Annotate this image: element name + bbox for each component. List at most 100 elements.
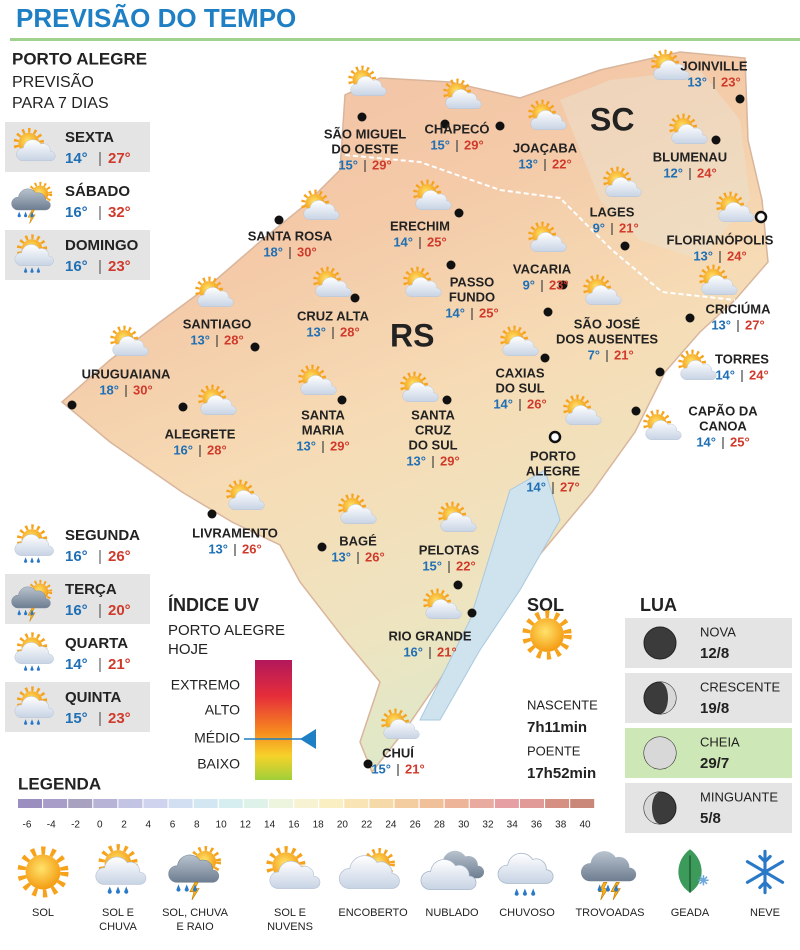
temp-max: 32° xyxy=(108,204,131,221)
scale-band xyxy=(193,799,218,808)
legend-title: LEGENDA xyxy=(18,774,101,793)
scale-band xyxy=(520,799,544,808)
temp-min: 13° xyxy=(687,74,707,89)
temp-min: 13° xyxy=(296,438,316,453)
temp-max: 29° xyxy=(440,453,460,468)
moon-date: 29/7 xyxy=(700,755,729,772)
temp-min: 14° xyxy=(65,150,88,167)
temp-max: 24° xyxy=(697,165,717,180)
temp-min: 13° xyxy=(518,156,538,171)
weather-icon xyxy=(745,849,785,895)
icon-label: SOL E xyxy=(274,907,306,919)
sunset-label: POENTE xyxy=(527,743,581,758)
city-name: FLORIANÓPOLIS xyxy=(667,232,774,247)
uv-pointer-head xyxy=(300,729,316,749)
moon-lit xyxy=(660,682,676,714)
city-name: DO SUL xyxy=(408,437,457,452)
city-marker xyxy=(711,135,721,145)
city-name: LIVRAMENTO xyxy=(192,525,278,540)
scale-band xyxy=(218,799,243,808)
temp-min: 13° xyxy=(331,549,351,564)
temp-max: 20° xyxy=(108,602,131,619)
temp-min: 9° xyxy=(523,277,535,292)
temp-max: 27° xyxy=(108,150,131,167)
city-marker xyxy=(655,367,665,377)
temp-max: 22° xyxy=(456,558,476,573)
temp-min: 16° xyxy=(65,602,88,619)
temp-max: 23° xyxy=(108,258,131,275)
temp-min: 15° xyxy=(371,761,391,776)
weather-icon xyxy=(269,849,320,888)
uv-level: BAIXO xyxy=(197,756,240,772)
city-name: MARIA xyxy=(302,422,345,437)
weather-icon xyxy=(96,847,146,894)
temp-max: 26° xyxy=(242,541,262,556)
uv-title: ÍNDICE UV xyxy=(168,594,259,615)
temp-min: 7° xyxy=(588,347,600,362)
temp-max: 24° xyxy=(749,367,769,382)
city-name: SANTA xyxy=(301,407,345,422)
scale-band xyxy=(243,799,268,808)
uv-subtitle: HOJE xyxy=(168,641,208,658)
temp-min: 12° xyxy=(663,165,683,180)
temp-max: 25° xyxy=(479,305,499,320)
weather-icon xyxy=(677,848,710,894)
temp-max: 27° xyxy=(745,317,765,332)
scale-label: 2 xyxy=(121,820,127,831)
day-name: SÁBADO xyxy=(65,183,130,200)
temp-max: 22° xyxy=(552,156,572,171)
icon-label: SOL E xyxy=(102,907,134,919)
scale-label: 36 xyxy=(531,820,543,831)
moon-phase: CRESCENTE xyxy=(700,679,781,694)
scale-band xyxy=(18,799,42,808)
city-name: BLUMENAU xyxy=(653,149,727,164)
sunrise-label: NASCENTE xyxy=(527,697,598,712)
scale-label: 38 xyxy=(555,820,567,831)
temp-min: 14° xyxy=(493,396,513,411)
city-marker xyxy=(735,94,745,104)
city-marker xyxy=(178,402,188,412)
temp-min: 13° xyxy=(693,248,713,263)
city-marker xyxy=(495,121,505,131)
city-name: SÃO JOSÉ xyxy=(574,316,641,331)
temp-min: 15° xyxy=(338,157,358,172)
scale-band xyxy=(168,799,193,808)
city-marker xyxy=(207,509,217,519)
scale-label: 12 xyxy=(240,820,252,831)
city-name: SANTA xyxy=(411,407,455,422)
icon-label: TROVOADAS xyxy=(575,907,644,919)
scale-label: -2 xyxy=(71,820,80,831)
moon-title: LUA xyxy=(640,595,677,615)
icon-label: NEVE xyxy=(750,907,780,919)
temp-min: 13° xyxy=(306,324,326,339)
moon-date: 19/8 xyxy=(700,700,729,717)
city-marker xyxy=(67,400,77,410)
scale-band xyxy=(294,799,319,808)
city-name: CHAPECÓ xyxy=(424,121,489,136)
city-name: SANTA ROSA xyxy=(248,228,333,243)
temp-min: 14° xyxy=(445,305,465,320)
temp-min: 9° xyxy=(593,220,605,235)
temp-max: 28° xyxy=(224,332,244,347)
city-name: URUGUAIANA xyxy=(82,366,171,381)
temp-min: 16° xyxy=(65,258,88,275)
city-name: BAGÉ xyxy=(339,533,377,548)
icon-label: CHUVOSO xyxy=(499,907,555,919)
weather-icon xyxy=(645,412,681,440)
temp-min: 13° xyxy=(190,332,210,347)
icon-label: ENCOBERTO xyxy=(338,907,408,919)
temp-max: 27° xyxy=(560,479,580,494)
scale-label: 30 xyxy=(458,820,470,831)
city-name: FUNDO xyxy=(449,289,495,304)
temp-min: 18° xyxy=(263,244,283,259)
temp-min: 16° xyxy=(65,204,88,221)
temp-min: 15° xyxy=(422,558,442,573)
day-name: DOMINGO xyxy=(65,237,139,254)
forecast-city: PORTO ALEGRE xyxy=(12,49,147,68)
city-marker xyxy=(620,241,630,251)
scale-band xyxy=(269,799,293,808)
city-name: VACARIA xyxy=(513,261,572,276)
sunrise-time: 7h11min xyxy=(527,719,587,736)
weather-icon xyxy=(581,851,636,900)
